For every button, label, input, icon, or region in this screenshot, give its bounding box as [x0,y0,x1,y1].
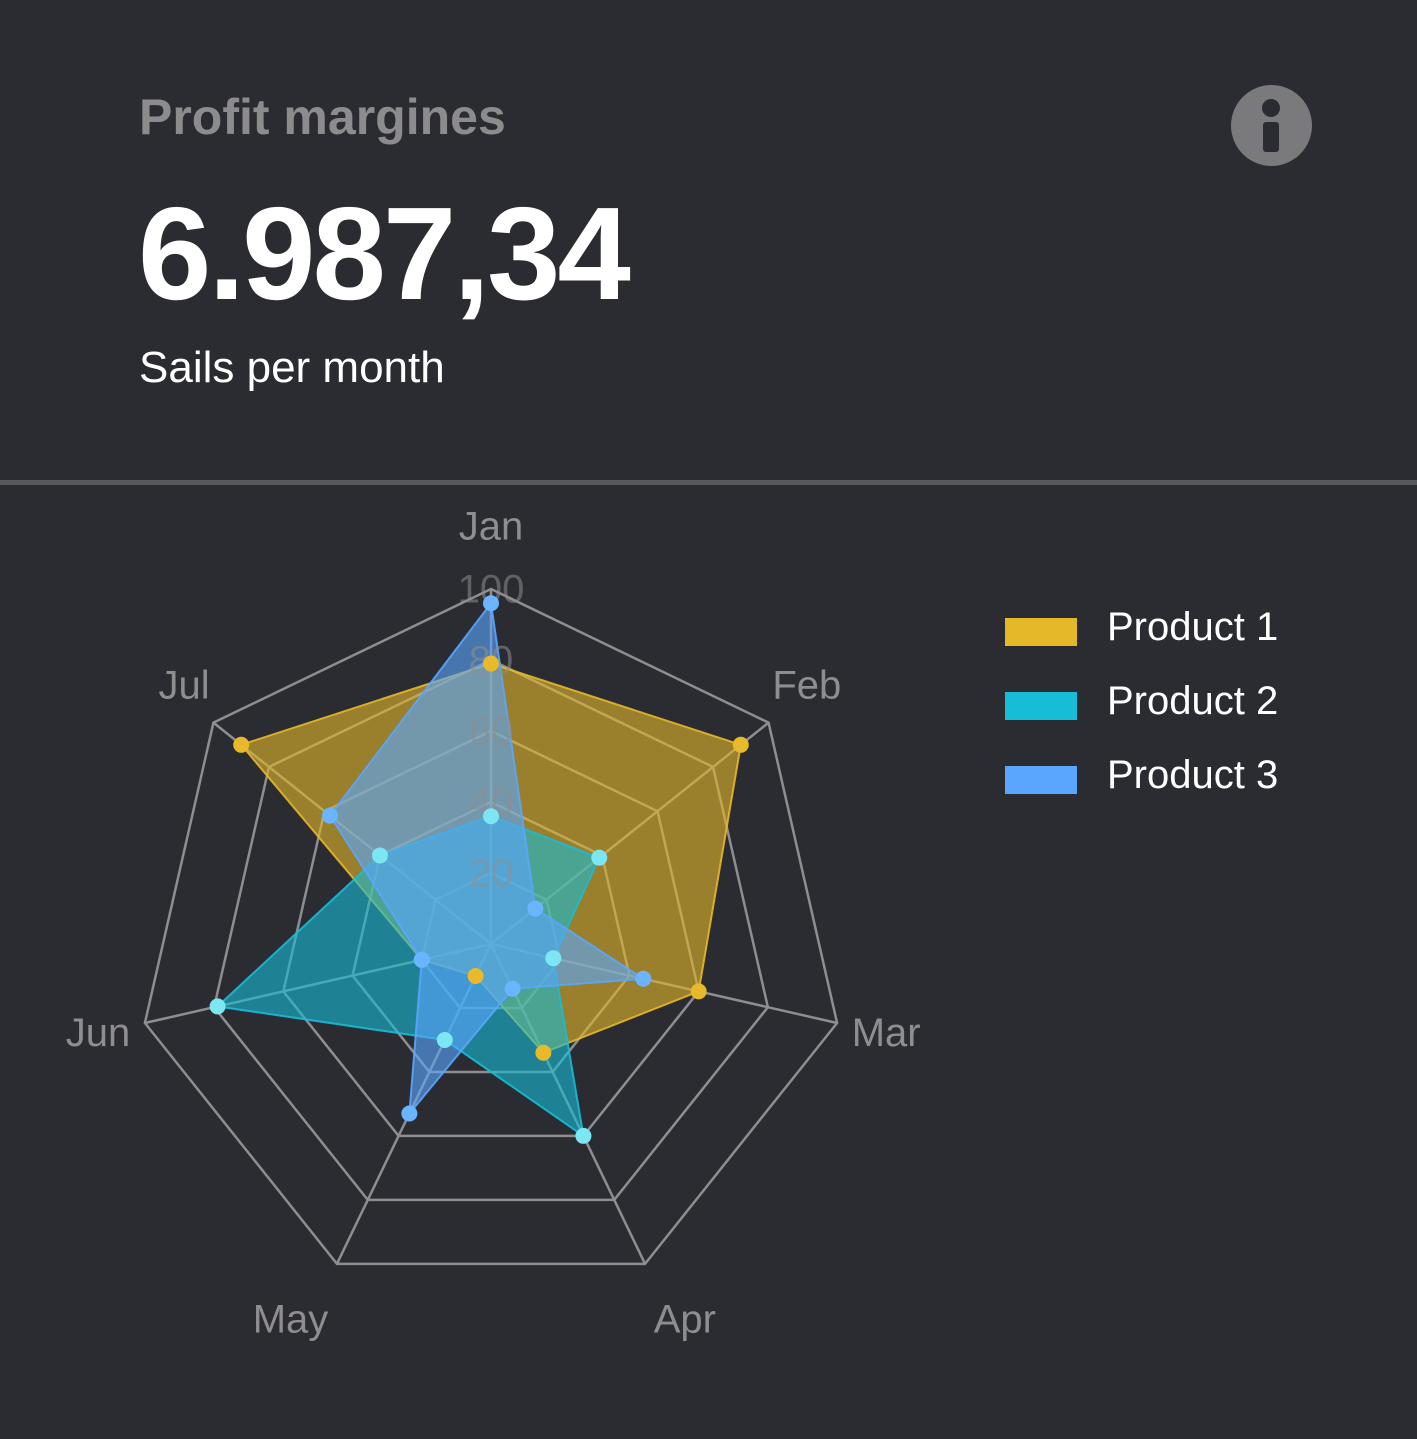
series-3-point-feb [527,900,544,917]
legend-label-1: Product 1 [1107,605,1279,649]
axis-label-jul: Jul [159,663,210,707]
axis-label-jun: Jun [66,1011,131,1055]
series-2-point-apr [575,1127,592,1144]
card-title: Profit margines [139,89,506,145]
series-1-point-feb [732,736,749,753]
series-3-point-mar [635,970,652,987]
card-subtitle: Sails per month [139,343,445,392]
series-3-point-jul [322,807,339,824]
series-3-point-may [401,1105,418,1122]
info-icon-dot [1262,99,1280,117]
series-1-point-apr [535,1044,552,1061]
series-1-point-jul [233,736,250,753]
series-2-point-jul [371,847,388,864]
card-value: 6.987,34 [138,180,631,327]
axis-label-jan: Jan [459,505,524,549]
divider [0,480,1417,485]
r-tick-label: 20 [469,852,514,896]
axis-label-may: May [253,1297,329,1341]
series-2-point-feb [591,849,608,866]
series-2-point-jun [209,998,226,1015]
legend-swatch-3 [1005,766,1077,794]
info-icon-bar [1263,122,1279,152]
series-2-point-mar [545,950,562,967]
series-3-point-jun [413,951,430,968]
legend-label-2: Product 2 [1107,679,1279,723]
r-tick-label: 60 [469,710,514,754]
series-area-3 [328,600,647,1117]
info-icon[interactable] [1231,85,1312,166]
series-2-point-jan [483,808,499,825]
card-header: Profit margines 6.987,34 Sails per month [0,0,1417,480]
legend-swatch-2 [1005,692,1077,720]
series-3-point-jan [483,595,499,612]
axis-label-mar: Mar [852,1011,921,1055]
series-3-point-apr [504,980,521,997]
legend-label-3: Product 3 [1107,753,1279,797]
series-2-point-may [436,1031,453,1048]
radar-chart: 20406080100JanFebMarAprMayJunJul [66,505,921,1342]
legend-swatch-1 [1005,618,1077,646]
series-1-point-mar [690,983,707,1000]
grid-ring-100 [143,587,839,1266]
series-1-point-may [467,967,484,984]
series-1-point-jan [483,655,499,672]
axis-label-apr: Apr [654,1297,716,1341]
axis-label-feb: Feb [772,663,841,707]
